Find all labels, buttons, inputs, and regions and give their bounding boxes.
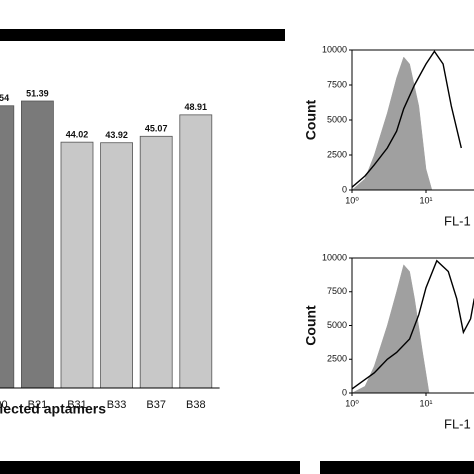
x-tick-label: B21: [28, 399, 48, 411]
decor-band: [320, 461, 474, 474]
bar: [100, 142, 133, 389]
y-tick-label: 0: [342, 387, 347, 397]
y-tick-label: 5000: [327, 114, 347, 124]
y-tick-label: 2500: [327, 354, 347, 364]
bar: [139, 135, 173, 389]
decor-band: [0, 29, 285, 41]
x-tick-label: B31: [67, 399, 87, 411]
bar: [60, 141, 94, 389]
decor-band: [0, 461, 300, 474]
bar: [179, 114, 213, 389]
x-axis-title: FL-1: [444, 213, 471, 228]
value-label: 44.02: [66, 130, 89, 140]
value-label: 48.91: [185, 102, 208, 112]
y-tick-label: 2500: [327, 149, 347, 159]
histogram-line: [351, 50, 462, 188]
value-label: 45.07: [145, 124, 168, 134]
y-tick-label: 7500: [327, 286, 347, 296]
bar: [0, 105, 15, 389]
value-label: 43.92: [105, 130, 128, 140]
y-axis-title: Count: [303, 305, 319, 346]
histogram-line: [351, 259, 474, 390]
value-label: 51.39: [26, 88, 49, 98]
bar: [20, 100, 54, 389]
x-tick-label: 10¹: [419, 195, 432, 205]
value-label: 50.54: [0, 93, 9, 103]
histogram-area: [351, 56, 433, 191]
x-tick-label: B20: [0, 399, 8, 411]
x-tick-label: 10¹: [419, 398, 432, 408]
x-tick-label: 10⁰: [345, 195, 359, 205]
y-axis-title: Count: [303, 99, 319, 140]
x-tick-label: B38: [186, 399, 206, 411]
y-tick-label: 0: [342, 184, 347, 194]
x-tick-label: B37: [146, 399, 166, 411]
y-tick-label: 10000: [322, 252, 347, 262]
histogram-area: [351, 264, 430, 394]
y-tick-label: 10000: [322, 44, 347, 54]
x-tick-label: 10⁰: [345, 398, 359, 408]
x-axis-title: Selected aptamers: [0, 401, 106, 417]
y-tick-label: 5000: [327, 320, 347, 330]
x-axis-title: FL-1: [444, 416, 471, 431]
y-tick-label: 7500: [327, 79, 347, 89]
x-tick-label: B33: [107, 399, 127, 411]
